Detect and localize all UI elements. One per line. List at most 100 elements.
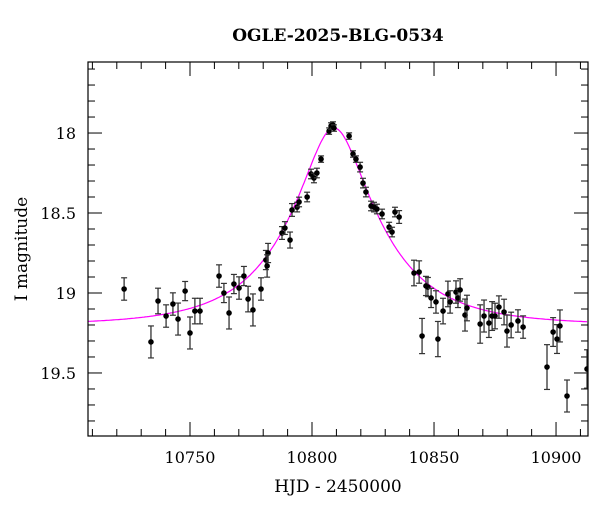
data-point (503, 314, 510, 348)
point-marker (374, 206, 380, 212)
data-point (373, 203, 380, 215)
point-marker (440, 308, 446, 314)
point-marker (554, 336, 560, 342)
point-marker (428, 295, 434, 301)
data-point (175, 302, 182, 336)
point-marker (304, 194, 310, 200)
point-marker (363, 189, 369, 195)
point-marker (192, 308, 198, 314)
data-point (191, 297, 198, 325)
point-marker (379, 211, 385, 217)
data-point (495, 295, 502, 319)
point-marker (163, 313, 169, 319)
data-point (169, 292, 176, 316)
point-marker (501, 309, 507, 315)
chart-title: OGLE-2025-BLG-0534 (232, 26, 444, 46)
point-marker (557, 323, 563, 329)
point-marker (396, 214, 402, 220)
data-point (287, 231, 294, 249)
point-marker (564, 393, 570, 399)
data-point (432, 290, 439, 314)
data-point (416, 260, 423, 284)
data-point (489, 301, 496, 332)
point-marker (477, 321, 483, 327)
data-point (230, 273, 237, 295)
point-marker (231, 281, 237, 287)
point-marker (435, 336, 441, 342)
point-marker (544, 364, 550, 370)
y-tick-label: 19 (56, 284, 76, 303)
data-point (226, 296, 233, 330)
y-tick-label: 19.5 (40, 364, 76, 383)
data-point (182, 280, 189, 302)
point-marker (425, 284, 431, 290)
point-marker (175, 316, 181, 322)
data-point (352, 155, 359, 163)
data-point (249, 293, 256, 327)
point-marker (464, 305, 470, 311)
point-marker (226, 310, 232, 316)
data-point (357, 161, 364, 173)
y-tick-label: 18.5 (40, 204, 76, 223)
point-marker (550, 329, 556, 335)
data-point (304, 191, 311, 203)
point-marker (182, 288, 188, 294)
point-marker (346, 133, 352, 139)
data-point (492, 302, 499, 330)
point-marker (236, 285, 242, 291)
point-marker (282, 225, 288, 231)
data-point (514, 309, 521, 333)
x-tick-label: 10850 (409, 448, 460, 467)
point-marker (289, 207, 295, 213)
point-marker (197, 308, 203, 314)
x-axis-label: HJD - 2450000 (274, 477, 402, 497)
y-tick-label: 18 (56, 124, 76, 143)
data-point (481, 299, 488, 333)
data-point (281, 221, 288, 236)
data-point (501, 298, 508, 326)
data-point (463, 294, 470, 322)
point-marker (314, 170, 320, 176)
data-point (457, 278, 464, 302)
data-point (508, 311, 515, 339)
y-axis-label: I magnitude (12, 197, 32, 301)
point-marker (148, 339, 154, 345)
data-point (362, 186, 369, 198)
point-marker (258, 286, 264, 292)
point-marker (308, 171, 314, 177)
point-marker (433, 299, 439, 305)
data-point (245, 285, 252, 313)
data-point (396, 210, 403, 225)
point-marker (481, 313, 487, 319)
data-point (544, 344, 551, 391)
point-marker (155, 298, 161, 304)
point-marker (419, 333, 425, 339)
data-point (216, 264, 223, 288)
data-point (554, 324, 561, 355)
data-point (289, 202, 296, 217)
data-point (147, 325, 154, 359)
data-point (411, 259, 418, 287)
data-point (440, 297, 447, 325)
point-marker (187, 330, 193, 336)
model-curve (88, 127, 587, 323)
data-point (187, 316, 194, 350)
data-point (434, 320, 441, 358)
point-marker (508, 322, 514, 328)
point-marker (318, 156, 324, 162)
data-point (313, 167, 320, 179)
data-point (520, 315, 527, 339)
point-marker (486, 320, 492, 326)
point-marker (445, 291, 451, 297)
data-point (121, 277, 128, 301)
point-marker (216, 273, 222, 279)
point-marker (331, 125, 337, 131)
data-point (240, 265, 247, 287)
data-point (379, 208, 386, 220)
data-point (330, 124, 337, 132)
point-marker (455, 295, 461, 301)
data-point (477, 304, 484, 344)
point-marker (411, 270, 417, 276)
data-point (236, 276, 243, 300)
